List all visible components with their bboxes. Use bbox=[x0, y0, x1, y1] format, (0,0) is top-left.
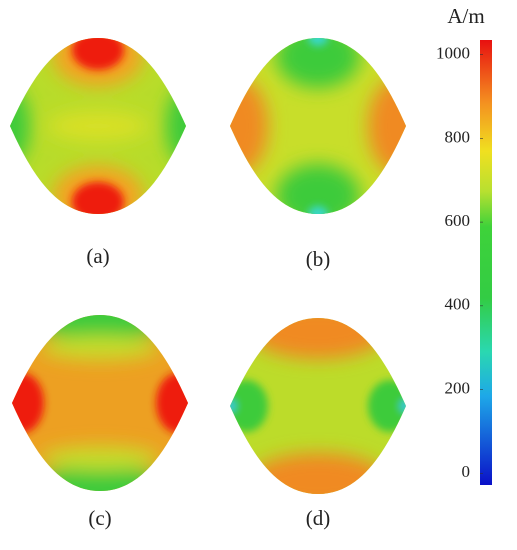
panel-label: (c) bbox=[88, 506, 111, 530]
field-map bbox=[12, 315, 188, 491]
colorbar bbox=[480, 40, 492, 485]
colorbar-tick-label: 800 bbox=[445, 127, 471, 146]
panel-label: (a) bbox=[86, 244, 109, 268]
field-map bbox=[10, 38, 186, 214]
field-map bbox=[230, 318, 406, 494]
field-map bbox=[230, 38, 406, 214]
panel-label: (b) bbox=[306, 247, 331, 271]
colorbar-unit: A/m bbox=[447, 4, 484, 28]
colorbar-tick-label: 600 bbox=[445, 211, 471, 230]
panel-label: (d) bbox=[306, 506, 331, 530]
colorbar-tick-label: 200 bbox=[445, 378, 471, 397]
colorbar-tick-label: 400 bbox=[445, 295, 471, 314]
colorbar-tick-label: 0 bbox=[462, 462, 471, 481]
colorbar-tick-label: 1000 bbox=[436, 44, 470, 63]
